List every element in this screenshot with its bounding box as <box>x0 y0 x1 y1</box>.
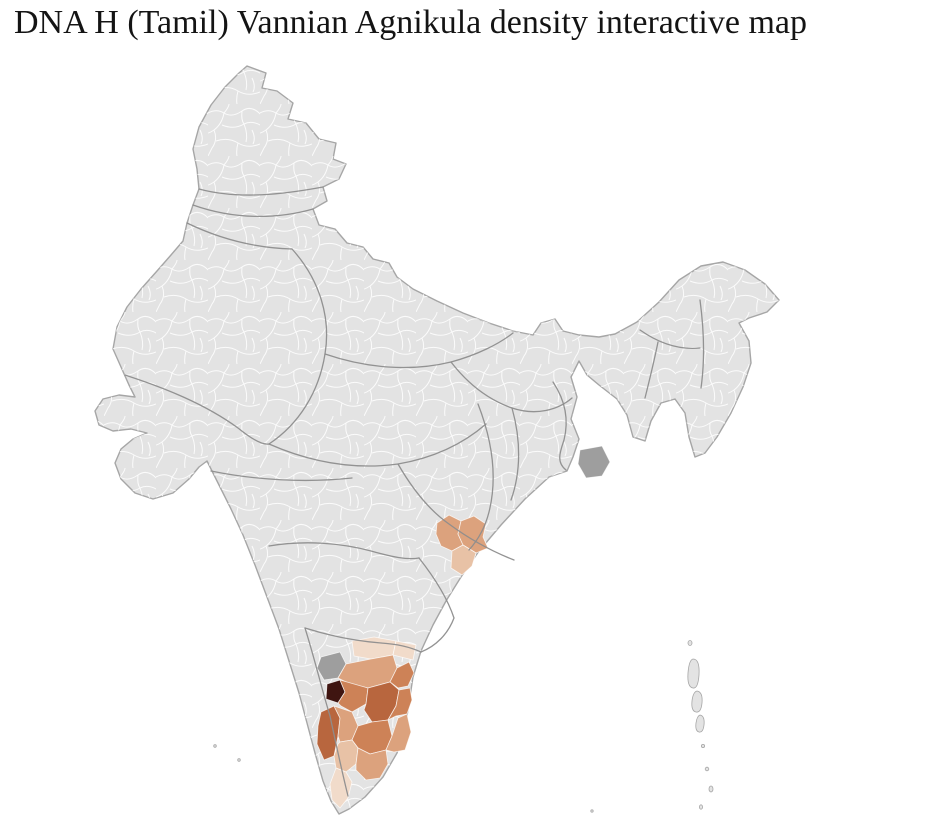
andaman-nicobar-islands[interactable] <box>687 640 714 810</box>
island[interactable] <box>691 690 703 713</box>
island[interactable] <box>590 809 594 813</box>
island[interactable] <box>695 714 705 733</box>
district-tn-central-east[interactable] <box>387 687 413 721</box>
district-bengal-gray[interactable] <box>577 445 611 479</box>
island[interactable] <box>237 758 241 762</box>
island[interactable] <box>687 658 700 689</box>
india-landmass[interactable] <box>94 65 780 815</box>
district-tn-south[interactable] <box>355 747 389 781</box>
island[interactable] <box>213 744 217 748</box>
district-tn-mid-east[interactable] <box>385 713 412 753</box>
island[interactable] <box>687 640 693 646</box>
island[interactable] <box>701 744 706 749</box>
island[interactable] <box>704 766 710 772</box>
page-title: DNA H (Tamil) Vannian Agnikula density i… <box>14 4 807 41</box>
island[interactable] <box>699 804 704 810</box>
island[interactable] <box>708 785 714 793</box>
lakshadweep-islands[interactable] <box>213 744 594 813</box>
